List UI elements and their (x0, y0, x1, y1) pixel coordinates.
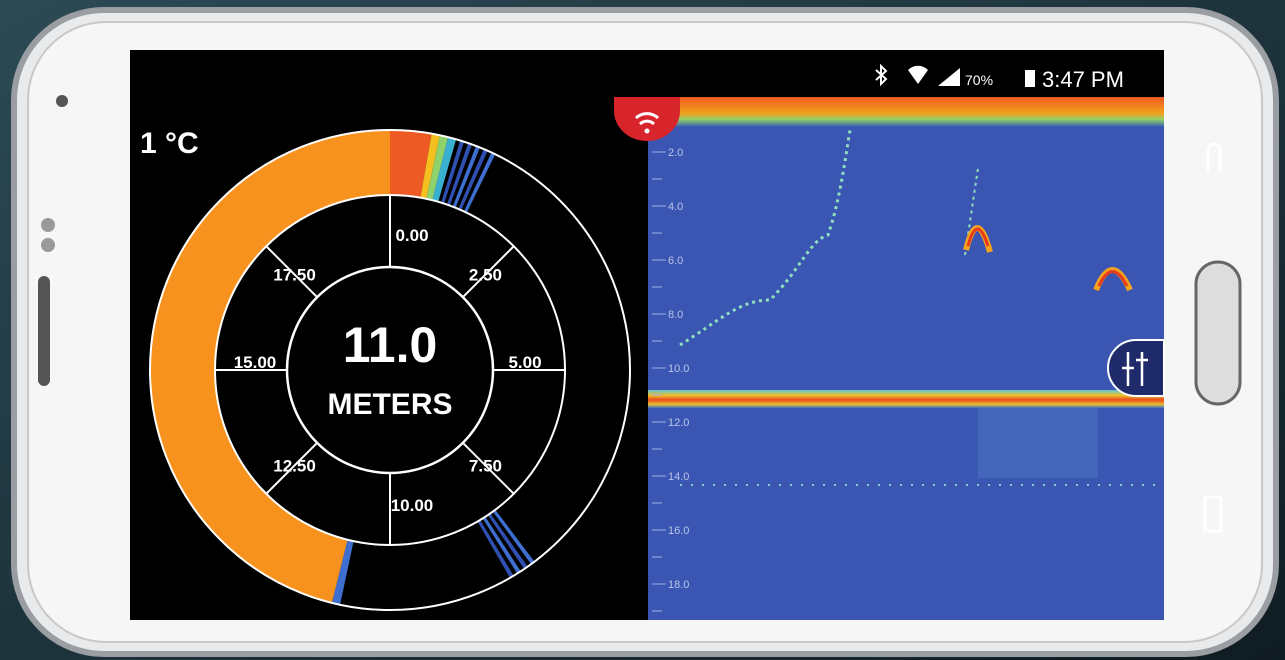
wifi-icon (908, 65, 928, 84)
temperature-stripe (492, 509, 535, 565)
depth-label: 12.0 (668, 417, 689, 429)
sonar-view (648, 97, 1164, 620)
wifi-symbol (634, 112, 660, 126)
temperature-stripe (463, 152, 496, 213)
camera (56, 95, 68, 107)
temperature-stripe (432, 137, 457, 202)
temperature-stripe (482, 516, 521, 574)
battery-level: 70% (965, 72, 993, 88)
signal-icon (938, 68, 960, 86)
dial-label: 5.00 (508, 353, 541, 372)
depth-label: 6.0 (668, 255, 683, 267)
depth-label: 16.0 (668, 525, 689, 537)
bottom-noise (978, 408, 1098, 478)
dial-label: 12.50 (273, 456, 316, 475)
speaker (38, 276, 50, 386)
temperature-ring (150, 130, 390, 603)
depth-label: 10.0 (668, 363, 689, 375)
depth-unit: METERS (327, 388, 452, 421)
temperature: 1 °C (140, 127, 199, 160)
temperature-stripe (446, 143, 473, 206)
depth-value: 11.0 (343, 317, 438, 373)
battery-icon (1025, 70, 1035, 87)
sensor (41, 238, 55, 252)
temperature-stripe (477, 520, 514, 578)
depth-scale: 2.0 4.0 6.0 8.0 10.0 12.0 14.0 16.0 18.0 (652, 147, 689, 612)
depth-dial: 0.00 2.50 5.00 7.50 10.00 12.50 15.00 17.50 (149, 129, 631, 611)
lure-trail (679, 129, 852, 347)
bluetooth-icon (875, 63, 888, 87)
depth-label: 4.0 (668, 201, 683, 213)
temperature-stripe (441, 140, 465, 204)
settings-button[interactable] (1107, 339, 1165, 397)
temperature-stripe (420, 133, 440, 199)
temperature-ring (390, 130, 432, 198)
depth-label: 18.0 (668, 579, 689, 591)
recent-key[interactable] (1203, 495, 1223, 533)
dial-tick (462, 245, 515, 298)
wifi-button[interactable] (614, 97, 680, 141)
dial-label: 15.00 (234, 353, 277, 372)
status-icons (875, 63, 1035, 87)
temperature-stripe (458, 149, 488, 211)
wifi-symbol (644, 128, 650, 134)
depth-label: 8.0 (668, 309, 683, 321)
fish-arch (1097, 270, 1129, 287)
home-button[interactable] (1194, 260, 1242, 406)
dial-tick (265, 442, 318, 495)
back-key[interactable] (1206, 142, 1222, 172)
settings-icon (1122, 352, 1148, 386)
dial-label: 17.50 (273, 266, 316, 285)
bottom-echo (648, 390, 1164, 408)
dial-label: 0.00 (395, 226, 428, 245)
dial-label: 2.50 (469, 266, 502, 285)
dial-label: 10.00 (391, 496, 434, 515)
surface-band (648, 97, 1164, 127)
temperature-stripe (452, 145, 480, 208)
clock: 3:47 PM (1042, 67, 1124, 92)
temperature-stripe (487, 513, 528, 569)
dial-label: 7.50 (469, 456, 502, 475)
dial-tick (462, 442, 515, 495)
temperature-stripe (331, 539, 354, 605)
temperature-stripe (426, 135, 449, 201)
depth-label: 2.0 (668, 147, 683, 159)
dial-outer (149, 129, 631, 611)
dial-tick (265, 245, 318, 298)
depth-label: 14.0 (668, 471, 689, 483)
sensor (41, 218, 55, 232)
fish-arch (966, 227, 990, 247)
